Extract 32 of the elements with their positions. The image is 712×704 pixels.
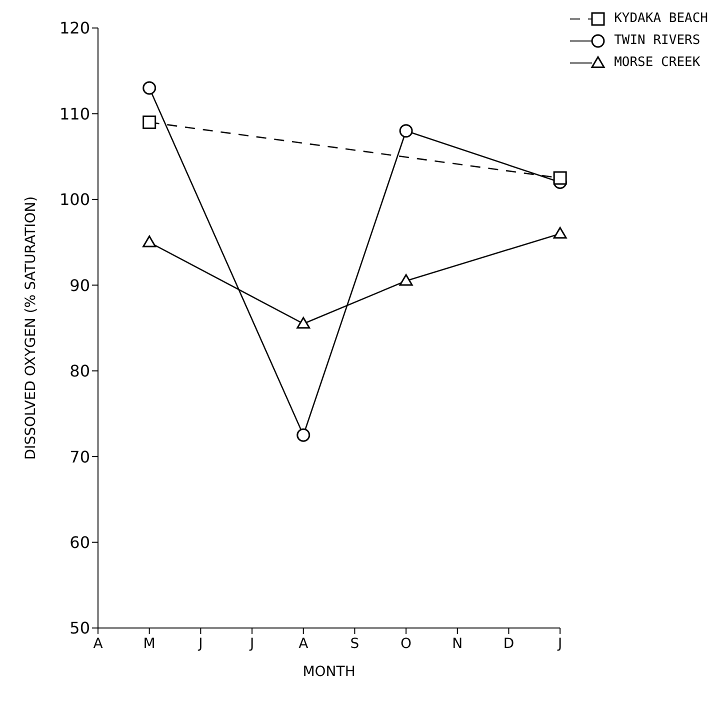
x-tick-label: S [350,636,360,652]
point [553,171,567,185]
legend-label: TWIN RIVERS [614,32,700,50]
y-tick-label: 120 [59,18,90,38]
x-tick-label: A [93,636,104,652]
point [553,226,567,239]
point [142,81,156,95]
x-tick-label: O [400,636,412,652]
x-tick-label: J [557,636,562,652]
x-tick-label: A [298,636,309,652]
point [296,316,310,329]
point [399,274,413,286]
x-tick-label: J [248,636,254,652]
y-tick-label: 90 [70,276,90,295]
x-tick-label: D [503,636,514,652]
point [142,236,156,248]
y-tick-label: 110 [59,104,90,124]
y-tick-label: 60 [70,532,90,552]
x-axis-title: MONTH [302,664,356,680]
x-tick-label: M [143,636,156,652]
y-tick-label: 100 [59,190,90,210]
point [296,428,310,442]
legend-label: MORSE CREEK [614,54,700,72]
legend-label: KYDAKA BEACH [614,10,708,28]
y-tick-label: 50 [70,618,90,638]
x-tick-label: N [452,636,463,652]
y-tick-label: 80 [70,362,90,381]
y-axis-title: DISSOLVED OXYGEN (% SATURATION) [22,196,39,460]
point [142,116,156,130]
point [399,124,413,138]
x-tick-label: J [198,636,203,652]
y-tick-label: 70 [70,447,90,466]
